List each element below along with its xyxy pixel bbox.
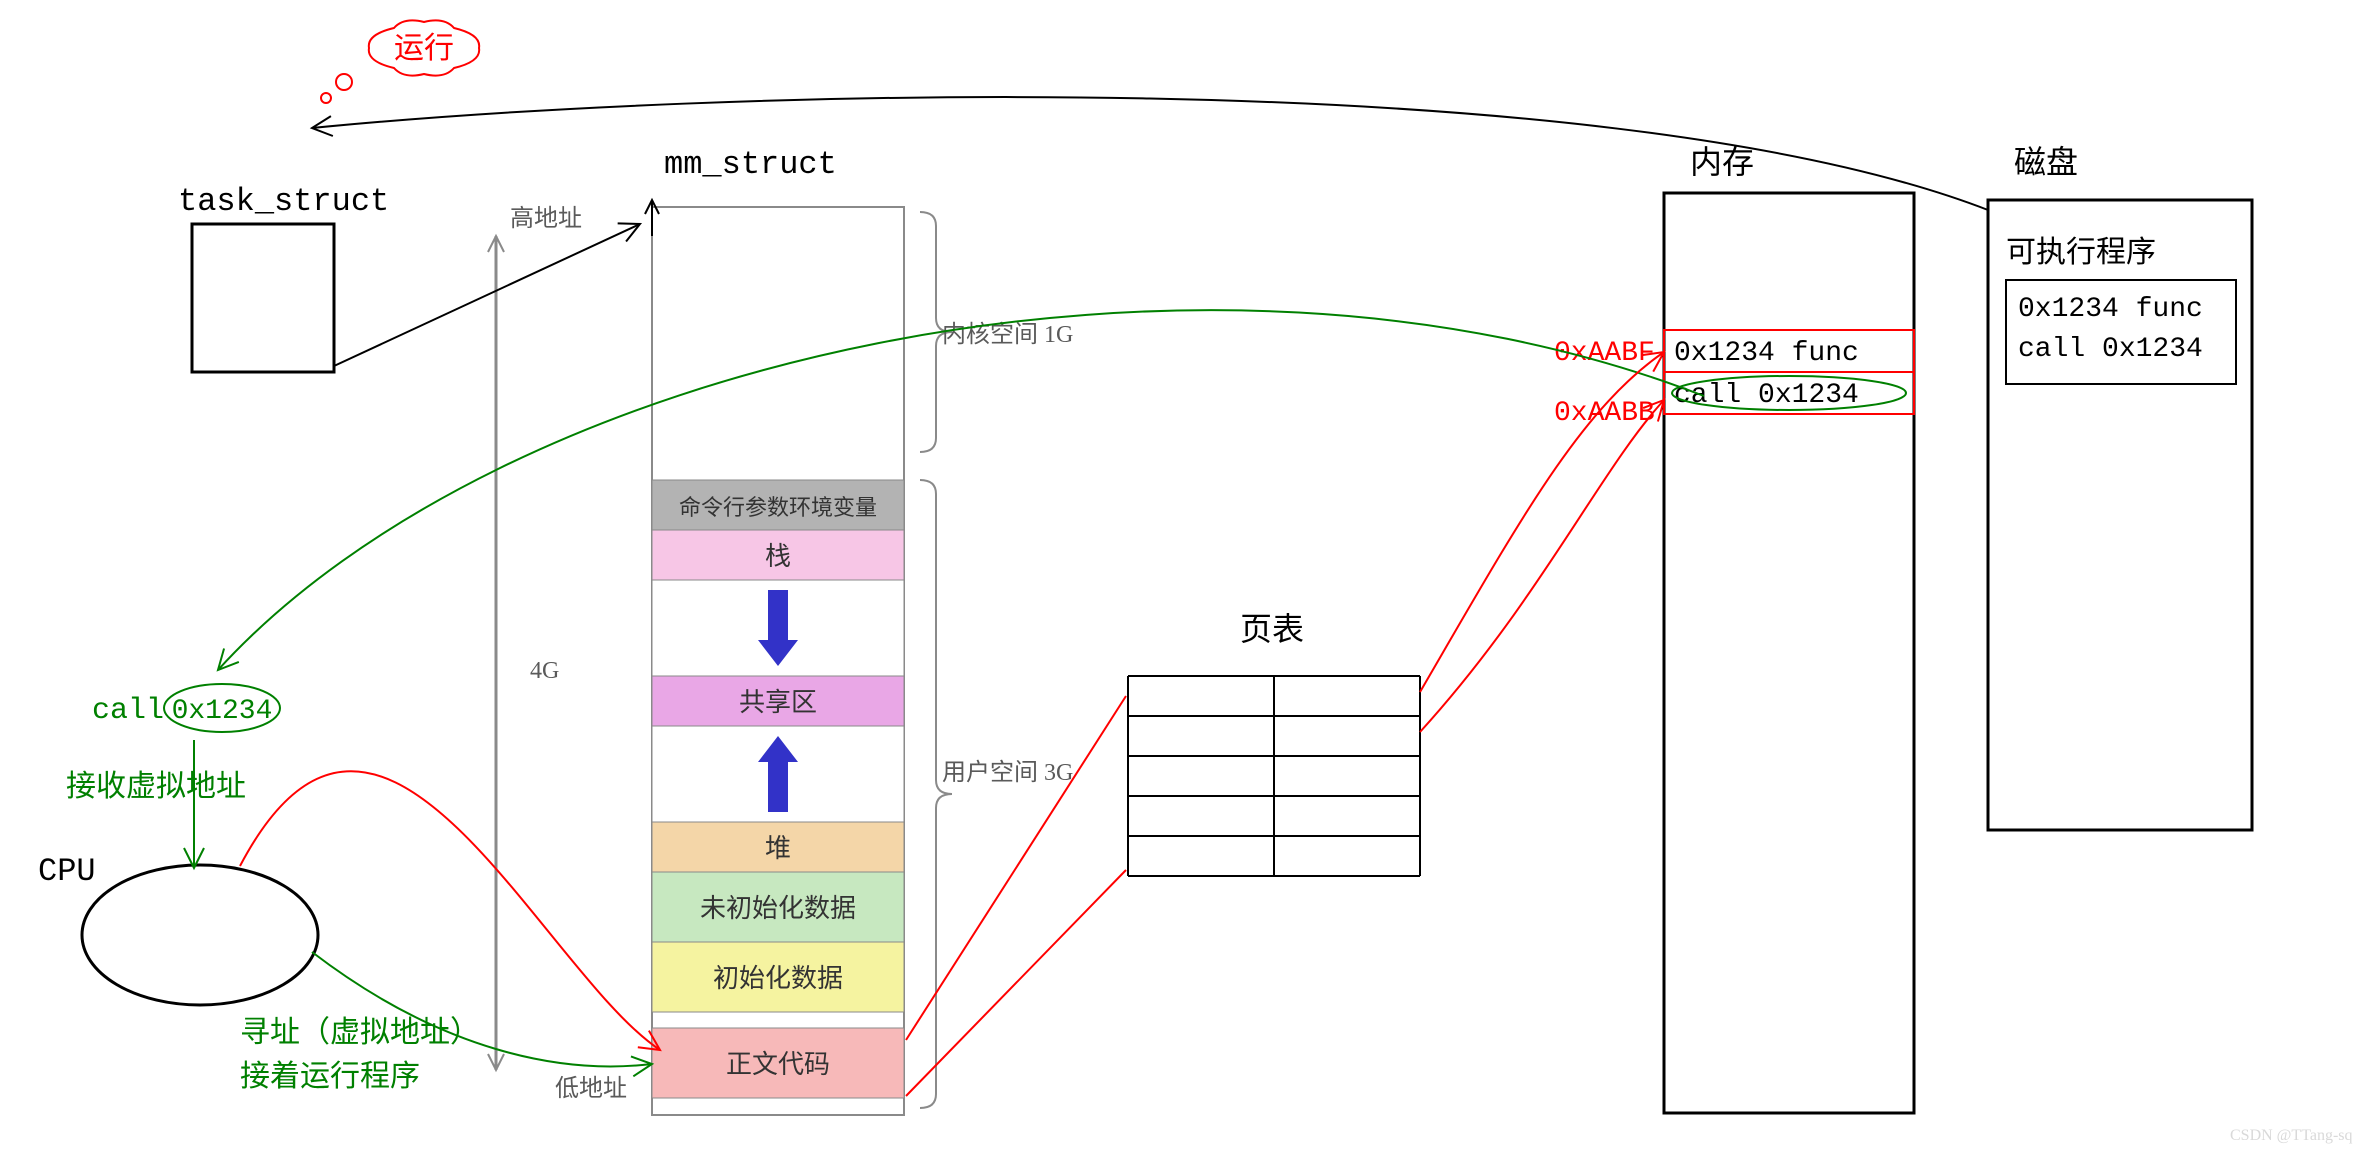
segment-label-cmdenv: 命令行参数环境变量 xyxy=(679,495,877,520)
segment-label-data: 初始化数据 xyxy=(713,964,843,993)
memory-title: 内存 xyxy=(1690,144,1754,180)
exe-line-1: call 0x1234 xyxy=(2018,334,2203,365)
memory-entry-text-0: 0x1234 func xyxy=(1674,338,1859,369)
disk-title: 磁盘 xyxy=(2014,144,2078,180)
exe-label: 可执行程序 xyxy=(2006,236,2156,269)
segment-label-stack: 栈 xyxy=(765,542,791,571)
mm-struct-title: mm_struct xyxy=(664,146,837,183)
watermark: CSDN @TTang-sq xyxy=(2230,1127,2353,1144)
exe-line-0: 0x1234 func xyxy=(2018,294,2203,325)
cpu-label: CPU xyxy=(38,853,96,890)
addr-note-1: 寻址（虚拟地址） xyxy=(240,1016,480,1049)
axis-4g-label: 4G xyxy=(530,658,559,684)
memory-addr-label-1: 0xAABB xyxy=(1554,398,1655,429)
task-struct-title: task_struct xyxy=(178,183,389,220)
segment-label-bss: 未初始化数据 xyxy=(700,894,856,923)
segment-label-text: 正文代码 xyxy=(726,1050,830,1079)
segment-label-heap: 堆 xyxy=(765,834,791,863)
mem-arrow-body xyxy=(768,590,788,640)
brace-label: 内核空间 1G xyxy=(942,321,1073,348)
diagram-root: 运行 task_struct mm_struct 高地址低地址 4G 命令行参数环境变量栈… xyxy=(0,0,2380,1149)
page-table-title: 页表 xyxy=(1240,611,1304,647)
green-addr-text: 0x1234 xyxy=(172,696,273,727)
mem-arrow-body xyxy=(768,762,788,812)
run-bubble-text: 运行 xyxy=(394,32,454,65)
high-addr-label: 高地址 xyxy=(510,205,582,232)
green-call-text: call xyxy=(92,694,164,728)
segment-label-shared: 共享区 xyxy=(739,688,817,717)
addr-note-2: 接着运行程序 xyxy=(240,1060,420,1093)
recv-vaddr-label: 接收虚拟地址 xyxy=(66,770,246,803)
low-addr-label: 低地址 xyxy=(555,1075,627,1102)
brace-label: 用户空间 3G xyxy=(942,759,1073,786)
